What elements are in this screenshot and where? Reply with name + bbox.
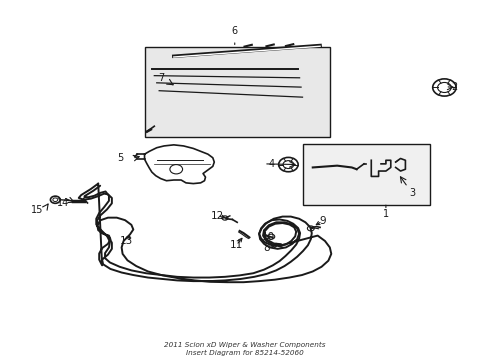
Text: 5: 5 xyxy=(117,153,123,163)
Text: 10: 10 xyxy=(261,232,274,242)
Text: 12: 12 xyxy=(211,211,224,221)
Text: 15: 15 xyxy=(31,206,43,216)
Bar xyxy=(144,47,329,137)
Bar xyxy=(303,144,429,205)
Text: 13: 13 xyxy=(120,236,133,246)
Text: 3: 3 xyxy=(409,188,415,198)
Text: 7: 7 xyxy=(158,73,164,83)
Text: 8: 8 xyxy=(263,243,269,253)
Text: 2011 Scion xD Wiper & Washer Components: 2011 Scion xD Wiper & Washer Components xyxy=(163,342,325,348)
Text: 11: 11 xyxy=(229,240,243,250)
Text: 9: 9 xyxy=(319,216,325,226)
Text: 1: 1 xyxy=(382,209,388,219)
Text: 14: 14 xyxy=(57,198,69,208)
Polygon shape xyxy=(144,145,214,184)
Text: 2: 2 xyxy=(450,82,456,92)
Text: Insert Diagram for 85214-52060: Insert Diagram for 85214-52060 xyxy=(185,350,303,356)
Text: 4: 4 xyxy=(268,159,274,169)
Text: 6: 6 xyxy=(231,26,237,36)
